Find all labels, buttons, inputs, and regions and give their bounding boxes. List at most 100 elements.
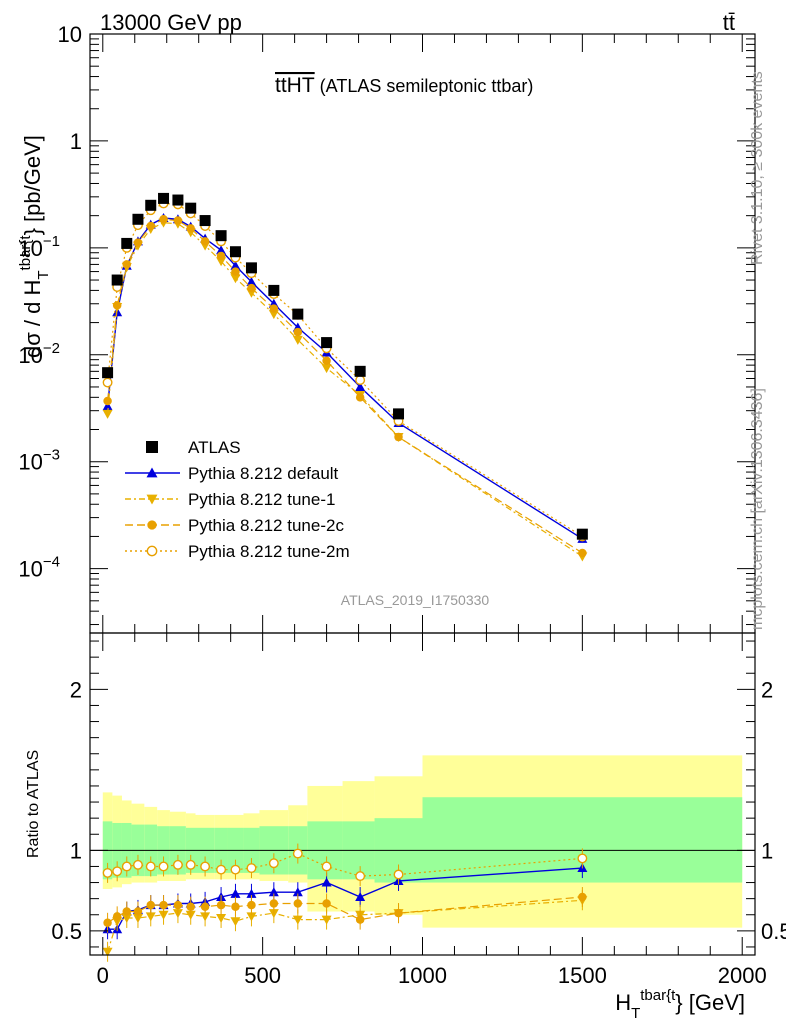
- legend-item-pythia-8-212-tune-2c: Pythia 8.212 tune-2c: [125, 516, 344, 535]
- legend-label: ATLAS: [188, 438, 241, 457]
- ratio-data-point: [145, 861, 156, 872]
- main-data-point: [393, 408, 405, 420]
- ratio-data-point: [216, 900, 226, 910]
- main-data-point: [102, 401, 113, 411]
- legend-item-pythia-8-212-default: Pythia 8.212 default: [125, 464, 339, 483]
- main-y-tick-label: 10−4: [18, 554, 60, 582]
- ratio-data-point: [394, 908, 403, 918]
- ratio-uncertainty-bands: [90, 755, 755, 928]
- legend-marker: [147, 520, 157, 530]
- main-y-tick-label: 10−1: [18, 233, 60, 261]
- main-data-point: [111, 274, 123, 286]
- main-data-point: [173, 216, 183, 225]
- main-data-point: [102, 377, 113, 388]
- ratio-data-point: [200, 861, 211, 872]
- legend-marker: [146, 441, 158, 453]
- ylabel-part-2: T: [35, 270, 52, 279]
- ylabel-part-4: } [pb/GeV]: [20, 135, 45, 235]
- main-data-point: [246, 276, 257, 286]
- main-data-point: [133, 238, 143, 247]
- ratio-data-point: [355, 892, 366, 902]
- ratio-data-point: [112, 866, 123, 877]
- main-data-point: [216, 257, 227, 267]
- ratio-data-point: [322, 899, 331, 908]
- ratio-y-tick-label-right: 2: [761, 677, 773, 702]
- ratio-data-point: [577, 853, 588, 864]
- header-right: tt̄: [723, 10, 735, 35]
- main-data-point: [268, 284, 280, 296]
- side-label-rivet: Rivet 3.1.10, ≥ 300k events: [749, 71, 766, 265]
- main-data-point: [292, 308, 304, 320]
- main-data-point: [216, 251, 226, 261]
- legend-item-pythia-8-212-tune-1: Pythia 8.212 tune-1: [125, 490, 335, 509]
- main-data-point: [578, 548, 587, 558]
- ratio-data-point: [293, 899, 303, 908]
- main-series-line: [106, 217, 583, 540]
- ratio-series-layer: [102, 843, 588, 962]
- ratio-data-point: [355, 871, 366, 882]
- x-tick-label: 1000: [398, 963, 447, 988]
- x-axis-label: HTtbar{t} [GeV]: [615, 987, 745, 1022]
- ratio-data-point: [146, 900, 155, 910]
- ylabel-part-1: dσ / d H: [20, 280, 45, 358]
- main-data-point: [215, 230, 227, 242]
- main-data-point: [230, 260, 241, 270]
- main-data-point: [185, 202, 197, 214]
- ratio-data-point: [158, 861, 169, 872]
- x-tick-label: 500: [244, 963, 281, 988]
- main-data-point: [121, 237, 133, 249]
- ratio-data-point: [321, 877, 332, 887]
- ratio-data-point: [122, 907, 132, 916]
- legend-label: Pythia 8.212 tune-1: [188, 490, 335, 509]
- main-y-tick-label: 10−2: [18, 340, 60, 368]
- main-data-point: [230, 274, 241, 284]
- main-series-line: [107, 202, 583, 537]
- ratio-data-point: [268, 858, 279, 869]
- main-data-point: [132, 213, 144, 225]
- xlabel-part-3: tbar{t: [640, 987, 676, 1004]
- main-series-pythia-8-212-tune-2c: [103, 215, 587, 558]
- ratio-data-point: [321, 861, 332, 872]
- x-tick-label: 0: [97, 963, 109, 988]
- ratio-data-point: [321, 915, 332, 925]
- ratio-data-point: [158, 910, 169, 920]
- ratio-data-point: [145, 912, 156, 922]
- ratio-data-point: [246, 888, 257, 898]
- axes-layer: 10 1 10−1 10−2 10−3 10−4 0 500 1000 1500 2000 0.5 0.…: [18, 22, 786, 988]
- ratio-data-point: [102, 867, 113, 878]
- ratio-series-pythia-8-212-tune-2m: [102, 843, 588, 887]
- main-title-suffix: (ATLAS semileptonic ttbar): [315, 76, 534, 96]
- main-data-point: [102, 409, 113, 419]
- ratio-y-tick-label: 1: [70, 838, 82, 863]
- ratio-data-point: [292, 887, 303, 897]
- main-data-point: [355, 393, 365, 402]
- legend-label: Pythia 8.212 tune-2c: [188, 516, 344, 535]
- ratio-data-point: [292, 915, 303, 925]
- main-series-pythia-8-212-tune-2m: [102, 198, 588, 542]
- ratio-y-axis-label: Ratio to ATLAS: [25, 750, 42, 858]
- ratio-data-point: [200, 902, 210, 911]
- legend-item-atlas: ATLAS: [146, 438, 241, 457]
- ratio-data-point: [112, 912, 122, 921]
- main-data-point: [322, 356, 331, 365]
- main-data-point: [269, 304, 279, 313]
- ylabel-part-3: tbar{t: [17, 235, 34, 271]
- ratio-y-tick-label-right: 1: [761, 838, 773, 863]
- main-data-point: [576, 528, 588, 540]
- main-data-point: [102, 367, 114, 379]
- main-data-point: [200, 237, 210, 246]
- ratio-data-point: [269, 899, 279, 908]
- main-data-point: [321, 337, 333, 349]
- ratio-data-point: [172, 859, 183, 870]
- ratio-data-point: [186, 902, 195, 911]
- main-data-point: [216, 245, 227, 255]
- ratio-data-point: [159, 900, 168, 910]
- legend-marker: [146, 545, 158, 557]
- ratio-y-tick-label: 0.5: [51, 919, 82, 944]
- main-series-atlas: [102, 192, 588, 540]
- ratio-data-point: [292, 848, 303, 859]
- main-data-point: [245, 262, 257, 274]
- main-series-layer: [102, 192, 588, 562]
- xlabel-part-1: H: [615, 990, 631, 1015]
